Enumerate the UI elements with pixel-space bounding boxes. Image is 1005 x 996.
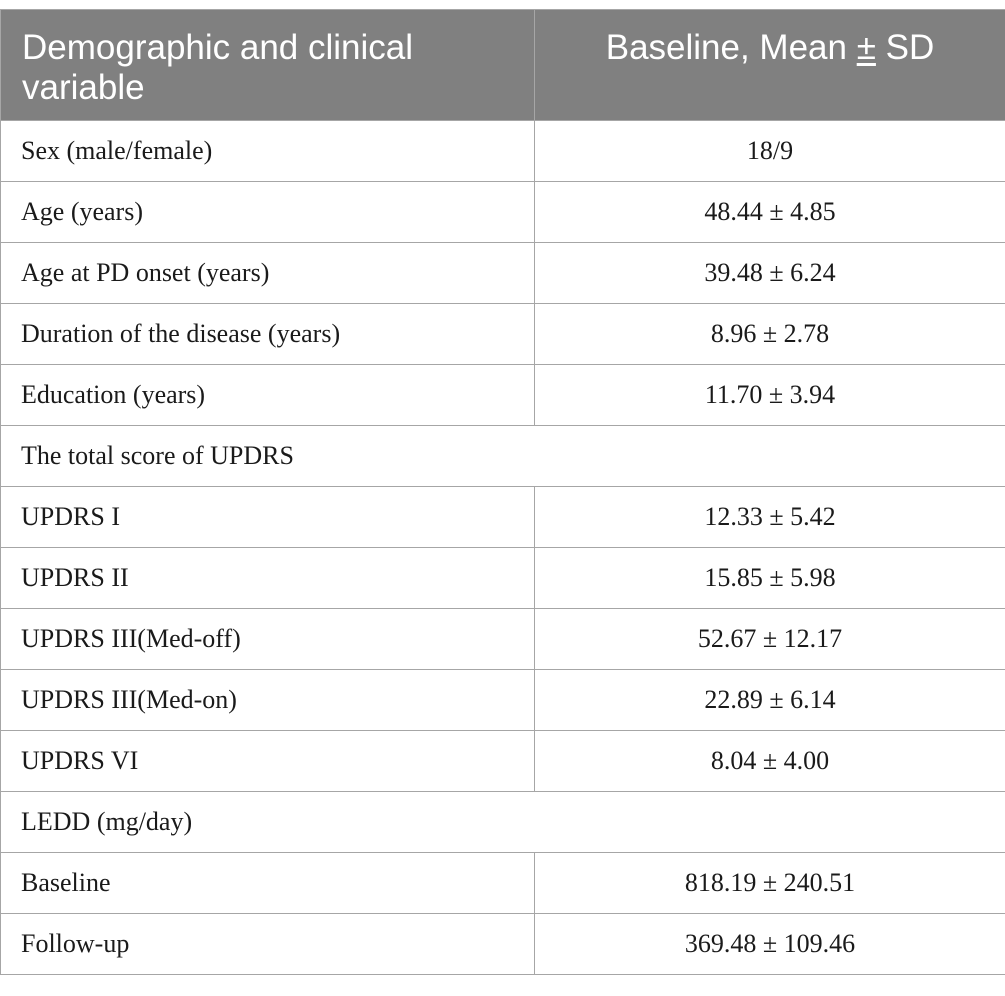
table-header-row: Demographic and clinical variable Baseli… [0,9,1005,121]
row-value: 369.48 ± 109.46 [534,913,1005,975]
row-value: 818.19 ± 240.51 [534,852,1005,914]
section-row-ledd: LEDD (mg/day) [0,791,1005,853]
row-value: 15.85 ± 5.98 [534,547,1005,609]
table-row: UPDRS III(Med-off) 52.67 ± 12.17 [0,608,1005,670]
row-value: 18/9 [534,120,1005,182]
row-label: Sex (male/female) [0,120,535,182]
table-row: Follow-up 369.48 ± 109.46 [0,913,1005,975]
section-row-updrs: The total score of UPDRS [0,425,1005,487]
table-row: Duration of the disease (years) 8.96 ± 2… [0,303,1005,365]
row-value: 11.70 ± 3.94 [534,364,1005,426]
row-label: UPDRS VI [0,730,535,792]
row-value: 48.44 ± 4.85 [534,181,1005,243]
section-label: The total score of UPDRS [0,425,1005,487]
demographics-table: Demographic and clinical variable Baseli… [0,9,1005,975]
header-baseline-prefix: Baseline, Mean [605,28,857,67]
table-row: Education (years) 11.70 ± 3.94 [0,364,1005,426]
row-label: Education (years) [0,364,535,426]
row-value: 8.96 ± 2.78 [534,303,1005,365]
table-row: Sex (male/female) 18/9 [0,120,1005,182]
row-value: 22.89 ± 6.14 [534,669,1005,731]
header-baseline-suffix: SD [875,28,935,67]
header-plus-minus: ± [856,28,876,67]
row-label: Age (years) [0,181,535,243]
row-value: 39.48 ± 6.24 [534,242,1005,304]
table-row: UPDRS I 12.33 ± 5.42 [0,486,1005,548]
table-row: Age at PD onset (years) 39.48 ± 6.24 [0,242,1005,304]
row-value: 52.67 ± 12.17 [534,608,1005,670]
section-label: LEDD (mg/day) [0,791,1005,853]
table-row: UPDRS VI 8.04 ± 4.00 [0,730,1005,792]
row-label: Age at PD onset (years) [0,242,535,304]
row-label: UPDRS I [0,486,535,548]
table-row: UPDRS III(Med-on) 22.89 ± 6.14 [0,669,1005,731]
table-row: Age (years) 48.44 ± 4.85 [0,181,1005,243]
header-variable: Demographic and clinical variable [0,9,535,121]
header-baseline: Baseline, Mean ± SD [534,9,1005,121]
row-label: UPDRS III(Med-off) [0,608,535,670]
row-value: 8.04 ± 4.00 [534,730,1005,792]
row-label: Follow-up [0,913,535,975]
row-label: UPDRS II [0,547,535,609]
row-value: 12.33 ± 5.42 [534,486,1005,548]
table-row: UPDRS II 15.85 ± 5.98 [0,547,1005,609]
row-label: UPDRS III(Med-on) [0,669,535,731]
row-label: Duration of the disease (years) [0,303,535,365]
row-label: Baseline [0,852,535,914]
demographics-table-container: Demographic and clinical variable Baseli… [0,9,1005,975]
table-row: Baseline 818.19 ± 240.51 [0,852,1005,914]
